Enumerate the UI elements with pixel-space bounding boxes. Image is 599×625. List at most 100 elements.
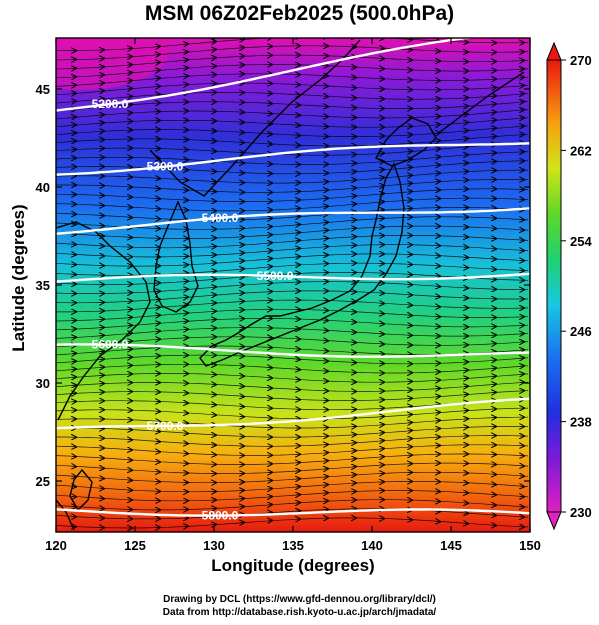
streamline	[56, 508, 529, 520]
temperature-field	[56, 38, 530, 532]
colorbar-ticks: 230 238 246 254 262 270	[561, 53, 592, 520]
streamline	[56, 490, 529, 502]
streamline	[56, 225, 529, 239]
streamline	[56, 160, 529, 175]
y-axis: 25 30 35 40 45	[36, 82, 530, 489]
coastline-china	[56, 221, 151, 421]
x-tick-label: 150	[519, 538, 541, 553]
coastline-southeast	[56, 499, 75, 531]
streamline	[56, 92, 529, 104]
streamline	[56, 253, 529, 267]
streamline	[56, 462, 529, 474]
height-contour	[56, 207, 530, 235]
streamline	[56, 416, 528, 429]
x-tick-label: 140	[361, 538, 383, 553]
y-tick-label: 40	[36, 180, 50, 195]
coastline-hokkaido	[375, 117, 437, 167]
colorbar-tick-label: 246	[570, 324, 592, 339]
streamline	[56, 407, 529, 420]
colorbar-min-arrow	[546, 511, 562, 531]
streamline	[56, 244, 529, 258]
colorbar-tick-label: 262	[570, 143, 592, 158]
y-tick-label: 25	[36, 474, 50, 489]
streamline	[56, 499, 529, 511]
streamline	[56, 109, 529, 120]
contour-label: 5500.0	[257, 269, 294, 283]
streamline	[56, 318, 529, 331]
streamline	[56, 101, 529, 112]
streamline	[56, 281, 528, 294]
coastline-asia-north	[149, 39, 361, 197]
streamline	[56, 188, 529, 202]
coastline-kuril	[439, 71, 525, 133]
coastline-japan	[199, 162, 405, 367]
height-contour	[56, 272, 530, 283]
streamline	[56, 82, 529, 96]
contour-label: 5700.0	[147, 419, 184, 433]
streamline	[56, 373, 529, 383]
streamline	[56, 133, 529, 147]
streamline	[56, 354, 529, 365]
streamline	[56, 117, 529, 128]
streamline	[56, 45, 529, 61]
streamline	[56, 327, 529, 339]
colorbar-bar	[546, 59, 562, 513]
streamline	[56, 169, 528, 184]
streamline	[56, 290, 528, 304]
streamline	[56, 299, 529, 313]
streamline	[56, 262, 529, 276]
cold-core	[56, 38, 170, 90]
streamline	[56, 73, 529, 87]
contour-label: 5800.0	[202, 509, 239, 523]
streamline	[56, 54, 529, 70]
streamline	[56, 207, 529, 221]
colorbar-tick-label: 270	[570, 53, 592, 68]
streamline	[56, 426, 529, 438]
colorbar-tick-label: 254	[570, 234, 592, 249]
streamline	[56, 151, 529, 165]
streamline	[56, 125, 529, 137]
streamline	[56, 64, 529, 79]
streamline	[56, 363, 529, 374]
height-contour	[56, 508, 530, 517]
streamline	[56, 308, 529, 322]
y-axis-label: Latitude (degrees)	[9, 204, 28, 352]
streamline	[56, 471, 529, 484]
x-tick-label: 145	[440, 538, 462, 553]
colorbar: 230 238 246 254 262 270	[546, 41, 592, 531]
height-contours: 5200.0 5300.0 5400.0 5500.0 5600.0 5700.0 5800…	[56, 38, 530, 523]
contour-label: 5400.0	[202, 211, 239, 225]
x-axis: 120 125 130 135 140 145 150	[45, 38, 541, 553]
streamline	[56, 444, 529, 456]
x-tick-label: 125	[124, 538, 146, 553]
height-contour	[56, 142, 530, 176]
x-tick-label: 130	[203, 538, 225, 553]
x-axis-label: Longitude (degrees)	[211, 556, 375, 575]
coastline-korea	[153, 200, 199, 313]
plot-area: 5200.0 5300.0 5400.0 5500.0 5600.0 5700.0 5800…	[56, 38, 530, 532]
streamline	[56, 179, 529, 193]
height-contour	[56, 397, 530, 430]
credit-data: Data from http://database.rish.kyoto-u.a…	[162, 607, 437, 618]
colorbar-max-arrow	[546, 41, 562, 61]
streamline	[56, 272, 529, 285]
y-tick-label: 35	[36, 278, 50, 293]
streamline	[56, 481, 529, 493]
streamline	[56, 336, 529, 348]
wind-streamlines	[56, 38, 529, 528]
colorbar-tick-label: 238	[570, 415, 592, 430]
streamline	[56, 435, 529, 447]
streamline	[56, 381, 529, 392]
y-tick-label: 45	[36, 82, 50, 97]
contour-label: 5600.0	[92, 338, 129, 352]
contour-label: 5200.0	[92, 97, 129, 111]
x-tick-label: 135	[282, 538, 304, 553]
chart-title: MSM 06Z02Feb2025 (500.0hPa)	[144, 2, 455, 25]
x-tick-label: 120	[45, 538, 67, 553]
streamline	[56, 390, 529, 401]
streamline	[56, 197, 529, 212]
coastlines	[56, 39, 525, 531]
streamline	[56, 142, 529, 156]
contour-label: 5300.0	[147, 160, 184, 174]
